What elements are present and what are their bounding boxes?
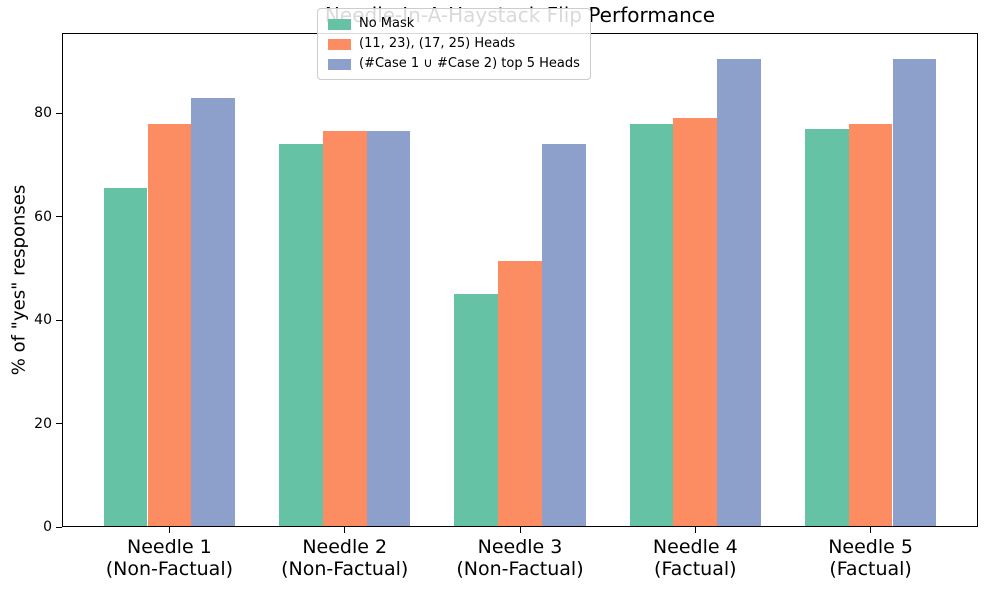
legend-label: (#Case 1 ∪ #Case 2) top 5 Heads	[359, 56, 580, 71]
bar-series1-group4	[629, 123, 674, 527]
bar-series3-group1	[191, 97, 236, 527]
x-tick-mark	[694, 527, 696, 533]
bar-series1-group1	[103, 188, 148, 527]
x-tick-label: Needle 2 (Non-Factual)	[281, 536, 409, 580]
bar-series1-group5	[804, 128, 849, 527]
x-tick-label: Needle 5 (Factual)	[828, 536, 913, 580]
bar-series2-group5	[848, 123, 893, 527]
bar-series3-group2	[366, 131, 411, 527]
legend-swatch-icon	[328, 58, 351, 70]
y-tick-label: 40	[34, 312, 52, 329]
y-tick-mark	[56, 319, 62, 321]
bar-series1-group3	[454, 294, 499, 527]
legend-label: No Mask	[359, 16, 415, 31]
y-tick-mark	[56, 112, 62, 114]
x-tick-mark	[344, 527, 346, 533]
legend-item: (11, 23), (17, 25) Heads	[328, 36, 580, 52]
x-tick-mark	[870, 527, 872, 533]
y-tick-label: 0	[43, 519, 52, 535]
bar-series3-group4	[717, 58, 761, 527]
legend-swatch-icon	[328, 38, 351, 50]
x-tick-label: Needle 4 (Factual)	[652, 536, 738, 580]
y-tick-mark	[56, 216, 62, 218]
plot-area	[62, 33, 978, 527]
y-tick-label: 80	[34, 105, 52, 122]
x-tick-mark	[519, 527, 521, 533]
bar-series2-group2	[322, 131, 367, 527]
x-tick-label: Needle 3 (Non-Factual)	[456, 536, 584, 580]
y-tick-mark	[56, 423, 62, 424]
legend-item: No Mask	[328, 16, 580, 32]
bar-series3-group3	[541, 144, 586, 527]
legend: No Mask (11, 23), (17, 25) Heads (#Case 1 …	[317, 8, 591, 80]
bar-series2-group3	[498, 260, 542, 527]
y-tick-label: 60	[34, 208, 52, 225]
bar-series2-group1	[147, 123, 192, 527]
bar-series2-group4	[673, 118, 718, 527]
legend-swatch-icon	[328, 18, 351, 30]
bar-series1-group2	[278, 144, 323, 527]
x-tick-label: Needle 1 (Non-Factual)	[105, 536, 234, 580]
bar-series3-group5	[892, 58, 937, 527]
legend-label: (11, 23), (17, 25) Heads	[359, 36, 516, 51]
x-tick-mark	[168, 527, 170, 533]
y-tick-mark	[56, 526, 62, 528]
legend-item: (#Case 1 ∪ #Case 2) top 5 Heads	[328, 56, 580, 72]
y-tick-label: 20	[34, 415, 52, 432]
